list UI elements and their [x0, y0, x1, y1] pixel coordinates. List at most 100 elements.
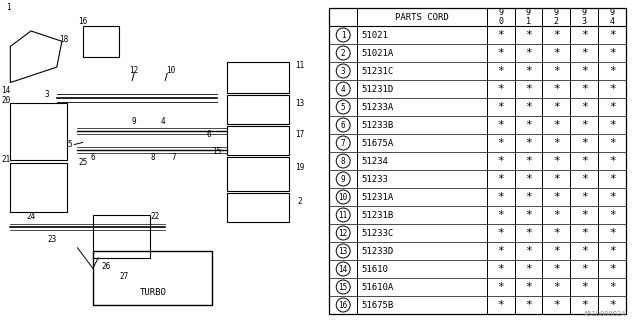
Text: *: *	[497, 102, 504, 112]
Text: *: *	[525, 228, 532, 238]
Text: 20: 20	[1, 96, 11, 105]
Text: *: *	[609, 48, 616, 58]
Text: *: *	[525, 264, 532, 274]
Text: *: *	[553, 192, 560, 202]
Text: *: *	[525, 192, 532, 202]
Text: 51021: 51021	[361, 30, 388, 39]
Text: *: *	[609, 66, 616, 76]
Text: *: *	[497, 264, 504, 274]
Text: 51233C: 51233C	[361, 228, 394, 237]
Text: *: *	[581, 300, 588, 310]
Text: *: *	[609, 246, 616, 256]
Text: A510000024: A510000024	[584, 311, 626, 317]
Text: *: *	[609, 120, 616, 130]
Text: *: *	[553, 30, 560, 40]
Text: *: *	[581, 48, 588, 58]
Text: 51231A: 51231A	[361, 193, 394, 202]
Text: *: *	[497, 174, 504, 184]
Text: 27: 27	[119, 272, 129, 281]
Text: *: *	[497, 192, 504, 202]
Text: *: *	[525, 300, 532, 310]
Text: *: *	[553, 174, 560, 184]
Text: 51021A: 51021A	[361, 49, 394, 58]
Text: *: *	[581, 210, 588, 220]
Text: 9
4: 9 4	[610, 8, 614, 26]
Text: *: *	[581, 282, 588, 292]
Text: *: *	[497, 228, 504, 238]
Text: 8: 8	[150, 153, 155, 163]
Text: *: *	[525, 210, 532, 220]
Text: 8: 8	[341, 156, 346, 165]
Text: 14: 14	[339, 265, 348, 274]
Text: *: *	[553, 66, 560, 76]
Text: *: *	[581, 174, 588, 184]
Text: *: *	[497, 66, 504, 76]
Text: 10: 10	[166, 66, 175, 75]
Text: *: *	[609, 138, 616, 148]
Text: *: *	[553, 264, 560, 274]
Text: *: *	[525, 120, 532, 130]
Text: 15: 15	[339, 283, 348, 292]
Bar	[93, 251, 212, 305]
Text: 9: 9	[341, 174, 346, 183]
Text: 24: 24	[26, 212, 36, 221]
Text: *: *	[525, 174, 532, 184]
Text: *: *	[553, 102, 560, 112]
Text: 26: 26	[102, 262, 111, 271]
Text: 51231B: 51231B	[361, 211, 394, 220]
Text: *: *	[525, 138, 532, 148]
Text: *: *	[581, 120, 588, 130]
Text: *: *	[497, 300, 504, 310]
Text: 51231D: 51231D	[361, 84, 394, 93]
Text: *: *	[553, 210, 560, 220]
Text: *: *	[553, 84, 560, 94]
Text: 17: 17	[295, 130, 304, 139]
Text: *: *	[553, 228, 560, 238]
Text: *: *	[497, 84, 504, 94]
Text: 51233B: 51233B	[361, 121, 394, 130]
Text: 51233A: 51233A	[361, 102, 394, 111]
Text: 6: 6	[341, 121, 346, 130]
Text: 25: 25	[78, 157, 87, 167]
Text: *: *	[581, 228, 588, 238]
Text: 21: 21	[1, 156, 11, 164]
Text: *: *	[553, 282, 560, 292]
Text: 7: 7	[171, 153, 176, 163]
Text: *: *	[609, 102, 616, 112]
Text: 51675A: 51675A	[361, 139, 394, 148]
Text: *: *	[497, 48, 504, 58]
Text: *: *	[581, 264, 588, 274]
Text: *: *	[609, 228, 616, 238]
Text: 14: 14	[1, 86, 11, 95]
Text: *: *	[553, 246, 560, 256]
Text: 3: 3	[44, 91, 49, 100]
Text: 5: 5	[68, 140, 72, 149]
Text: 51610A: 51610A	[361, 283, 394, 292]
Text: *: *	[497, 30, 504, 40]
Text: 2: 2	[297, 197, 301, 206]
Text: *: *	[497, 282, 504, 292]
Text: TURBO: TURBO	[140, 288, 166, 297]
Text: *: *	[609, 30, 616, 40]
Text: *: *	[609, 300, 616, 310]
Text: 9
3: 9 3	[582, 8, 587, 26]
Text: *: *	[581, 192, 588, 202]
Text: *: *	[581, 84, 588, 94]
Text: *: *	[609, 264, 616, 274]
Text: 51233D: 51233D	[361, 246, 394, 255]
Text: *: *	[581, 156, 588, 166]
Text: *: *	[525, 84, 532, 94]
Text: *: *	[581, 246, 588, 256]
Text: 22: 22	[150, 212, 159, 221]
Text: *: *	[553, 138, 560, 148]
Text: *: *	[525, 246, 532, 256]
Text: *: *	[525, 102, 532, 112]
Text: 15: 15	[212, 147, 221, 156]
Text: *: *	[609, 174, 616, 184]
Text: *: *	[581, 30, 588, 40]
Text: 9: 9	[132, 117, 136, 126]
Text: 1: 1	[341, 30, 346, 39]
Text: 1: 1	[6, 3, 11, 12]
Text: *: *	[609, 192, 616, 202]
Text: *: *	[525, 66, 532, 76]
